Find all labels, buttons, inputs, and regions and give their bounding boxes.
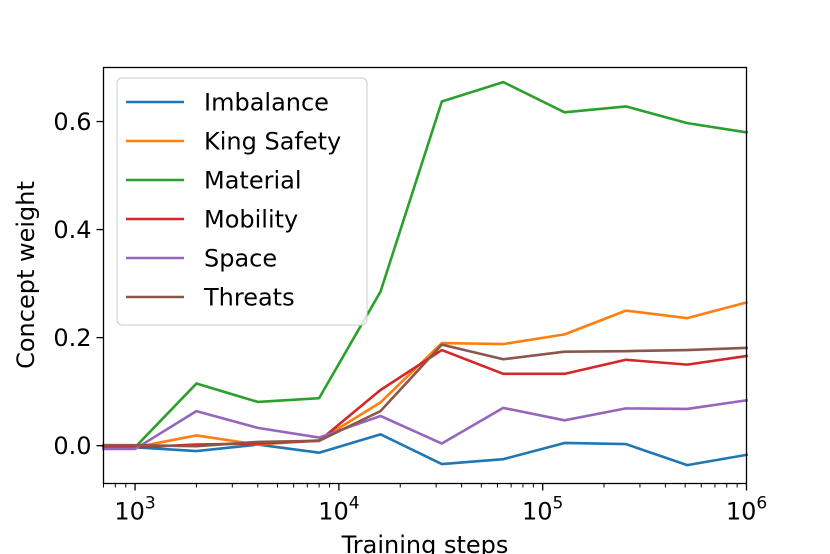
x-tick-label: 105 [522, 494, 563, 526]
legend-label: Imbalance [204, 89, 329, 117]
x-tick-label: 103 [114, 494, 155, 526]
y-tick-label: 0.4 [53, 216, 91, 244]
x-axis-label: Training steps [341, 531, 509, 554]
legend-label: Material [204, 167, 302, 195]
series-line-king-safety [102, 300, 749, 449]
series-line-imbalance [102, 433, 749, 467]
y-axis: 0.0 0.2 0.4 0.6 [53, 108, 104, 460]
legend: Imbalance King Safety Material Mobility Spac… [116, 77, 368, 326]
axes-frame [102, 66, 748, 485]
legend-label: Space [204, 245, 277, 273]
series-line-space [102, 398, 748, 451]
x-tick-label: 106 [726, 494, 767, 526]
plot-lines [102, 80, 749, 467]
series-line-threats [102, 343, 748, 448]
legend-label: King Safety [204, 128, 341, 156]
y-tick-label: 0.6 [53, 108, 91, 136]
x-tick-label: 104 [318, 494, 359, 526]
y-tick-label: 0.0 [53, 432, 91, 460]
y-tick-label: 0.2 [53, 324, 91, 352]
legend-label: Threats [203, 284, 295, 312]
y-axis-label: Concept weight [12, 181, 40, 369]
legend-label: Mobility [204, 206, 298, 234]
series-line-material [102, 80, 748, 449]
x-axis: 103 104 105 106 [103, 483, 767, 526]
